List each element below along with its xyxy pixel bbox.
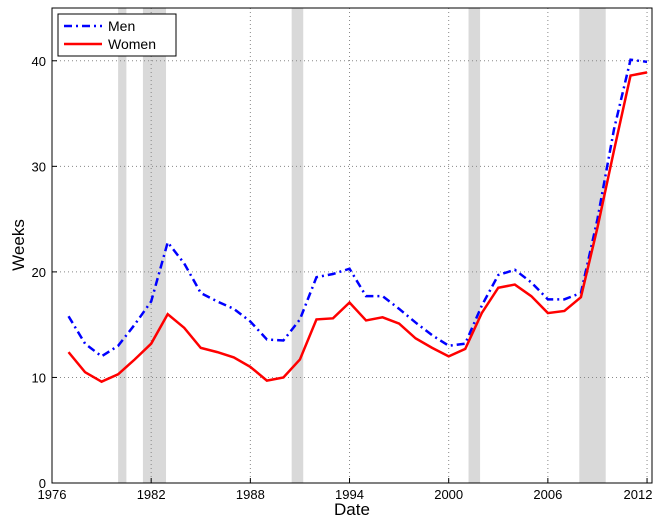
- recession-band: [142, 8, 167, 483]
- recession-band: [118, 8, 127, 483]
- x-tick-label: 2006: [533, 487, 562, 502]
- series-line: [67, 71, 648, 384]
- recession-band: [291, 8, 304, 483]
- x-tick-label: 1988: [236, 487, 265, 502]
- legend-box: [57, 13, 177, 57]
- x-tick-label: 1982: [137, 487, 166, 502]
- legend-label: Men: [108, 18, 135, 34]
- y-tick-label: 40: [32, 54, 46, 69]
- y-tick-label: 10: [32, 370, 46, 385]
- legend-label: Women: [108, 36, 156, 52]
- x-tick-label: 1994: [335, 487, 364, 502]
- recession-band: [468, 8, 481, 483]
- y-axis-title: Weeks: [9, 219, 28, 271]
- series-line: [67, 58, 648, 358]
- plot-frame: [51, 7, 653, 484]
- y-tick-label: 0: [39, 476, 46, 491]
- y-tick-label: 30: [32, 159, 46, 174]
- x-tick-label: 2000: [434, 487, 463, 502]
- x-axis-title: Date: [334, 500, 370, 519]
- x-tick-label: 1976: [38, 487, 67, 502]
- x-tick-label: 2012: [624, 487, 653, 502]
- y-tick-label: 20: [32, 265, 46, 280]
